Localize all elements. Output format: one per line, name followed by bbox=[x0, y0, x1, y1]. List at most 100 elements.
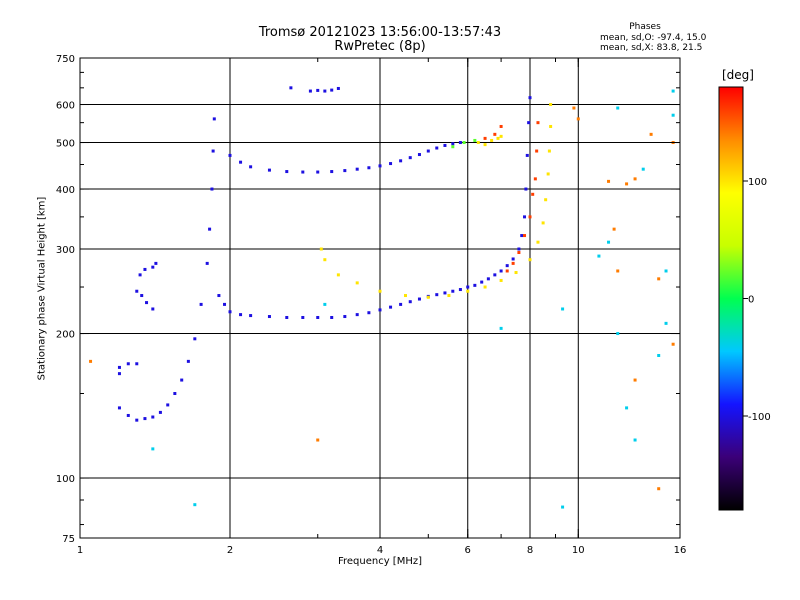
echo-point bbox=[499, 124, 503, 128]
echo-point bbox=[671, 113, 675, 117]
echo-point bbox=[117, 372, 121, 376]
echo-point bbox=[301, 315, 305, 319]
echo-point bbox=[330, 88, 334, 92]
echo-point bbox=[493, 132, 497, 136]
echo-point bbox=[576, 117, 580, 121]
echo-point bbox=[544, 198, 548, 202]
chart-title: Tromsø 20121023 13:56:00-13:57:43 bbox=[258, 25, 502, 40]
echo-point bbox=[211, 149, 215, 153]
echo-point bbox=[408, 300, 412, 304]
y-tick-label: 200 bbox=[56, 330, 75, 341]
phase-stats-o: mean, sd,O: -97.4, 15.0 bbox=[600, 32, 707, 43]
echo-point bbox=[343, 169, 347, 173]
echo-point bbox=[511, 261, 515, 265]
echo-point bbox=[193, 503, 197, 507]
y-tick-label: 300 bbox=[56, 245, 75, 256]
echo-point bbox=[633, 438, 637, 442]
echo-point bbox=[496, 136, 500, 140]
echo-point bbox=[135, 418, 139, 422]
echo-point bbox=[343, 315, 347, 319]
echo-point bbox=[399, 159, 403, 163]
phase-stats: Phases mean, sd,O: -97.4, 15.0 mean, sd,… bbox=[600, 22, 707, 54]
echo-point bbox=[319, 247, 323, 251]
echo-point bbox=[616, 269, 620, 273]
echo-point bbox=[517, 251, 521, 255]
echo-point bbox=[154, 261, 158, 265]
echo-point bbox=[316, 170, 320, 174]
echo-point bbox=[549, 103, 553, 107]
echo-point bbox=[499, 278, 503, 282]
echo-point bbox=[217, 294, 221, 298]
echo-point bbox=[145, 301, 149, 305]
echo-point bbox=[330, 170, 334, 174]
echo-point bbox=[389, 162, 393, 166]
colorbar-label: [deg] bbox=[722, 68, 754, 82]
echo-point bbox=[476, 141, 480, 145]
echo-point bbox=[186, 359, 190, 363]
colorbar-tick-label: 100 bbox=[748, 177, 767, 188]
echo-point bbox=[205, 261, 209, 265]
echo-point bbox=[649, 132, 653, 136]
echo-point bbox=[525, 153, 529, 157]
chart-title-block: Tromsø 20121023 13:56:00-13:57:43 RwPret… bbox=[0, 26, 800, 54]
echo-point bbox=[239, 160, 243, 164]
echo-point bbox=[466, 289, 470, 293]
echo-point bbox=[117, 365, 121, 369]
echo-point bbox=[158, 410, 162, 414]
echo-point bbox=[490, 138, 494, 142]
x-tick-label: 16 bbox=[674, 545, 687, 556]
colorbar-tick-label: -100 bbox=[748, 412, 771, 423]
echo-point bbox=[524, 187, 528, 191]
echo-point bbox=[126, 362, 130, 366]
echo-point bbox=[389, 305, 393, 309]
colorbar bbox=[718, 86, 744, 511]
echo-point bbox=[664, 321, 668, 325]
echo-point bbox=[483, 143, 487, 147]
echo-point bbox=[451, 145, 455, 149]
echo-point bbox=[527, 121, 531, 125]
x-tick-label: 6 bbox=[465, 545, 471, 556]
echo-point bbox=[536, 240, 540, 244]
echo-point bbox=[657, 487, 661, 491]
echo-point bbox=[316, 315, 320, 319]
echo-point bbox=[473, 283, 477, 287]
echo-point bbox=[355, 313, 359, 317]
echo-point bbox=[285, 315, 289, 319]
echo-point bbox=[483, 136, 487, 140]
echo-point bbox=[378, 164, 382, 168]
colorbar-tick-label: 0 bbox=[748, 295, 754, 306]
grid-lines bbox=[80, 58, 680, 538]
echo-point bbox=[267, 315, 271, 319]
echo-point bbox=[533, 177, 537, 181]
echo-point bbox=[135, 289, 139, 293]
echo-point bbox=[355, 281, 359, 285]
echo-point bbox=[451, 142, 455, 146]
echo-point bbox=[403, 294, 407, 298]
echo-point bbox=[143, 267, 147, 271]
echo-point bbox=[223, 302, 227, 306]
echo-points bbox=[89, 86, 675, 509]
echo-point bbox=[641, 167, 645, 171]
axis-ticks: 1 2 4 6 8 10 16 75 100 200 300 400 500 600 750 bbox=[56, 54, 686, 556]
echo-point bbox=[671, 342, 675, 346]
echo-point bbox=[520, 234, 524, 238]
echo-point bbox=[426, 295, 430, 299]
echo-point bbox=[199, 302, 203, 306]
echo-point bbox=[523, 234, 527, 238]
echo-point bbox=[607, 240, 611, 244]
echo-point bbox=[173, 392, 177, 396]
echo-point bbox=[435, 146, 439, 150]
echo-point bbox=[462, 141, 466, 145]
echo-point bbox=[597, 254, 601, 258]
echo-point bbox=[499, 134, 503, 138]
echo-point bbox=[633, 378, 637, 382]
echo-point bbox=[267, 168, 271, 172]
echo-point bbox=[451, 289, 455, 293]
echo-point bbox=[657, 353, 661, 357]
echo-point bbox=[536, 121, 540, 125]
echo-point bbox=[493, 273, 497, 277]
echo-point bbox=[355, 167, 359, 171]
y-tick-label: 600 bbox=[56, 101, 75, 112]
echo-point bbox=[143, 417, 147, 421]
echo-point bbox=[323, 302, 327, 306]
